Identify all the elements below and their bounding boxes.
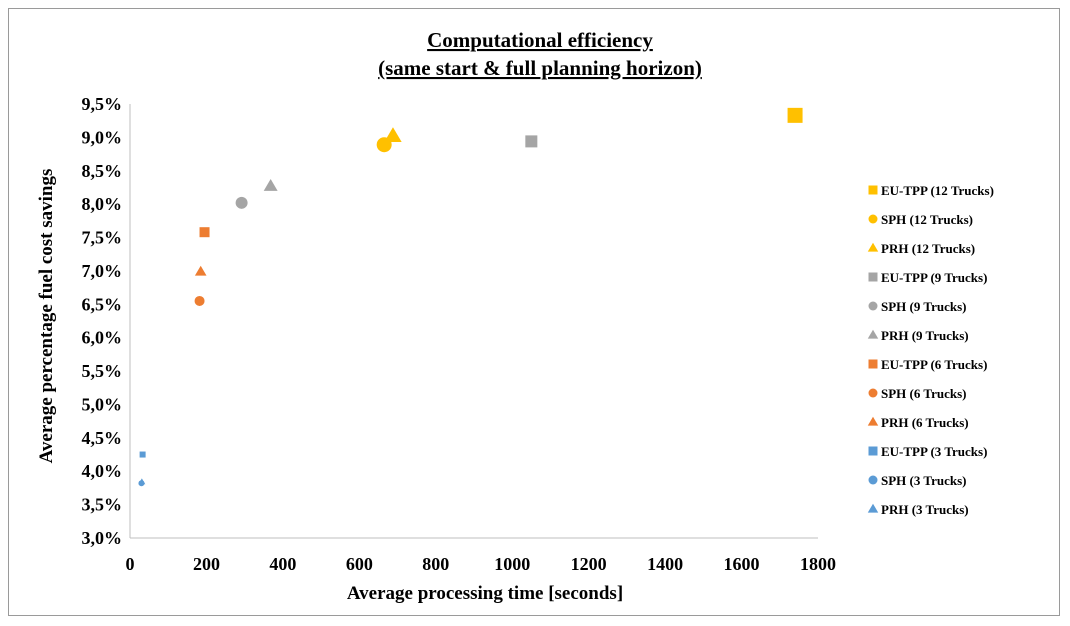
x-tick-label: 800: [422, 554, 449, 574]
y-tick-label: 5,5%: [82, 361, 123, 381]
legend-marker-circle: [868, 301, 878, 311]
legend-marker-circle: [868, 214, 878, 224]
y-tick-label: 3,5%: [82, 495, 123, 515]
data-point-square: [525, 135, 538, 148]
data-points: [138, 107, 803, 487]
data-point-triangle: [384, 127, 402, 143]
legend-marker-circle: [868, 475, 878, 485]
legend-entry-label: SPH (3 Trucks): [881, 473, 966, 488]
x-tick-label: 1200: [571, 554, 607, 574]
legend-marker-triangle: [867, 503, 879, 513]
axes-group: 0 200 400 600 800 1000 1200 1400 1600 1800 3,0% 3,5…: [82, 94, 837, 574]
y-tick-label: 9,5%: [82, 94, 123, 114]
data-point-square: [787, 107, 803, 123]
data-point-square: [139, 451, 146, 458]
y-tick-label: 5,0%: [82, 394, 123, 414]
y-tick-label: 4,0%: [82, 461, 123, 481]
legend-entry-label: SPH (12 Trucks): [881, 212, 973, 227]
legend-marker-circle: [868, 388, 878, 398]
x-tick-label: 400: [269, 554, 296, 574]
legend-entry-label: EU-TPP (9 Trucks): [881, 270, 987, 285]
x-tick-label: 1400: [647, 554, 683, 574]
y-tick-label: 6,0%: [82, 328, 123, 348]
data-point-square: [199, 227, 210, 238]
x-tick-label: 0: [126, 554, 135, 574]
legend-marker-triangle: [867, 416, 879, 426]
legend-marker-triangle: [867, 242, 879, 252]
y-tick-label: 6,5%: [82, 294, 123, 314]
legend-entry-label: SPH (9 Trucks): [881, 299, 966, 314]
x-tick-label: 600: [346, 554, 373, 574]
y-tick-label: 9,0%: [82, 127, 123, 147]
data-point-circle: [194, 295, 205, 306]
x-tick-label: 200: [193, 554, 220, 574]
y-tick-label: 7,5%: [82, 228, 123, 248]
chart-frame: [8, 8, 1060, 616]
legend-entry-label: SPH (6 Trucks): [881, 386, 966, 401]
data-point-triangle: [138, 478, 146, 485]
x-tick-label: 1600: [724, 554, 760, 574]
data-point-circle: [235, 196, 248, 209]
y-tick-label: 7,0%: [82, 261, 123, 281]
y-axis-label: Average percentage fuel cost savings: [36, 169, 57, 464]
legend-entry-label: PRH (9 Trucks): [881, 328, 969, 343]
data-point-triangle: [263, 179, 278, 191]
legend-marker-square: [868, 272, 878, 282]
x-tick-label: 1800: [800, 554, 836, 574]
legend-marker-triangle: [867, 329, 879, 339]
chart-title: Computational efficiency: [427, 28, 653, 52]
legend: EU-TPP (12 Trucks) SPH (12 Trucks) PRH (12…: [867, 183, 994, 517]
x-tick-label: 1000: [494, 554, 530, 574]
x-axis-label: Average processing time [seconds]: [347, 583, 623, 604]
y-tick-label: 4,5%: [82, 428, 123, 448]
legend-entry-label: EU-TPP (6 Trucks): [881, 357, 987, 372]
chart-subtitle: (same start & full planning horizon): [378, 56, 702, 80]
legend-entry-label: PRH (3 Trucks): [881, 502, 969, 517]
legend-entry-label: EU-TPP (3 Trucks): [881, 444, 987, 459]
legend-marker-square: [868, 185, 878, 195]
legend-entry-label: PRH (6 Trucks): [881, 415, 969, 430]
data-point-triangle: [194, 265, 207, 276]
legend-entry-label: PRH (12 Trucks): [881, 241, 975, 256]
legend-entry-label: EU-TPP (12 Trucks): [881, 183, 994, 198]
legend-marker-square: [868, 446, 878, 456]
y-tick-label: 8,5%: [82, 161, 123, 181]
y-tick-label: 3,0%: [82, 528, 123, 548]
legend-marker-square: [868, 359, 878, 369]
y-tick-label: 8,0%: [82, 194, 123, 214]
